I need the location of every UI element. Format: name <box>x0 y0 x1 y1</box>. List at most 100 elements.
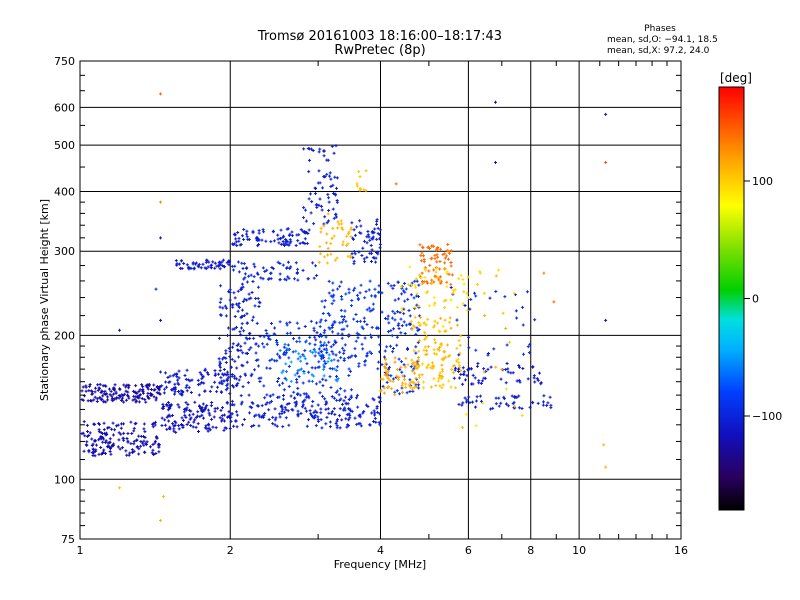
data-point <box>482 367 486 371</box>
data-point <box>288 238 292 242</box>
data-point <box>418 339 422 343</box>
data-point <box>407 308 411 312</box>
data-point <box>320 208 324 212</box>
data-point <box>285 331 289 335</box>
data-point <box>304 339 308 343</box>
data-point <box>119 422 123 426</box>
data-point <box>438 281 442 285</box>
data-point <box>361 327 365 331</box>
data-point <box>531 365 535 369</box>
data-point <box>100 397 104 401</box>
data-point <box>379 377 383 381</box>
data-point <box>376 231 380 235</box>
data-point <box>292 396 296 400</box>
data-point <box>432 303 436 307</box>
data-point <box>222 413 226 417</box>
data-point <box>432 280 436 284</box>
data-point <box>327 326 331 330</box>
data-point <box>339 356 343 360</box>
data-point <box>435 352 439 356</box>
data-point <box>461 277 465 281</box>
data-point <box>448 353 452 357</box>
data-point <box>141 388 145 392</box>
data-point <box>207 411 211 415</box>
data-point <box>119 432 123 436</box>
data-point <box>403 290 407 294</box>
data-point <box>359 224 363 228</box>
data-point <box>154 287 158 291</box>
data-point <box>173 390 177 394</box>
data-point <box>285 347 289 351</box>
data-point <box>397 392 401 396</box>
data-point <box>221 373 225 377</box>
data-point <box>225 379 229 383</box>
data-point <box>268 366 272 370</box>
data-point <box>438 345 442 349</box>
data-point <box>327 219 331 223</box>
data-point <box>261 228 265 232</box>
data-point <box>111 433 115 437</box>
data-point <box>199 408 203 412</box>
data-point <box>134 395 138 399</box>
data-point <box>327 340 331 344</box>
data-point <box>134 421 138 425</box>
data-point <box>129 420 133 424</box>
data-point <box>328 171 332 175</box>
data-point <box>548 395 552 399</box>
data-point <box>331 207 335 211</box>
data-point <box>245 229 249 233</box>
data-point <box>422 254 425 258</box>
data-point <box>360 325 364 329</box>
data-point <box>281 425 285 429</box>
data-point <box>218 381 222 385</box>
data-point <box>325 401 329 405</box>
data-point <box>222 428 226 432</box>
data-point <box>349 235 353 239</box>
data-point <box>389 284 393 288</box>
data-point <box>174 430 178 434</box>
data-point <box>256 296 260 300</box>
data-point <box>154 451 158 455</box>
data-point <box>445 280 449 284</box>
data-point <box>385 380 389 384</box>
data-point <box>220 379 224 383</box>
data-point <box>92 398 96 402</box>
data-point <box>338 426 342 430</box>
data-point <box>357 362 361 366</box>
data-point <box>455 323 459 327</box>
data-point <box>138 388 142 392</box>
data-point <box>317 260 321 264</box>
data-point <box>154 398 158 402</box>
data-point <box>327 196 331 200</box>
data-point <box>453 288 457 292</box>
data-point <box>438 275 442 279</box>
data-point <box>462 290 466 294</box>
data-point <box>295 377 299 381</box>
data-point <box>210 400 214 404</box>
data-point <box>314 424 318 428</box>
data-point <box>416 341 420 345</box>
data-point <box>101 394 105 398</box>
data-point <box>253 265 257 269</box>
data-point <box>349 226 353 230</box>
data-point <box>376 290 380 294</box>
data-point <box>355 396 359 400</box>
data-point <box>406 363 410 367</box>
data-point <box>95 400 99 404</box>
data-point <box>326 253 330 257</box>
data-point <box>265 342 269 346</box>
data-point <box>339 280 343 284</box>
data-point <box>315 331 319 335</box>
data-point <box>335 424 339 428</box>
data-point <box>324 422 328 426</box>
data-point <box>152 383 156 387</box>
data-point <box>116 445 120 449</box>
data-point <box>344 319 348 323</box>
data-point <box>535 377 539 381</box>
data-point <box>446 343 450 347</box>
data-point <box>345 243 349 247</box>
data-point <box>288 241 292 245</box>
data-point <box>165 385 169 389</box>
data-point <box>362 409 366 413</box>
data-point <box>336 287 340 291</box>
